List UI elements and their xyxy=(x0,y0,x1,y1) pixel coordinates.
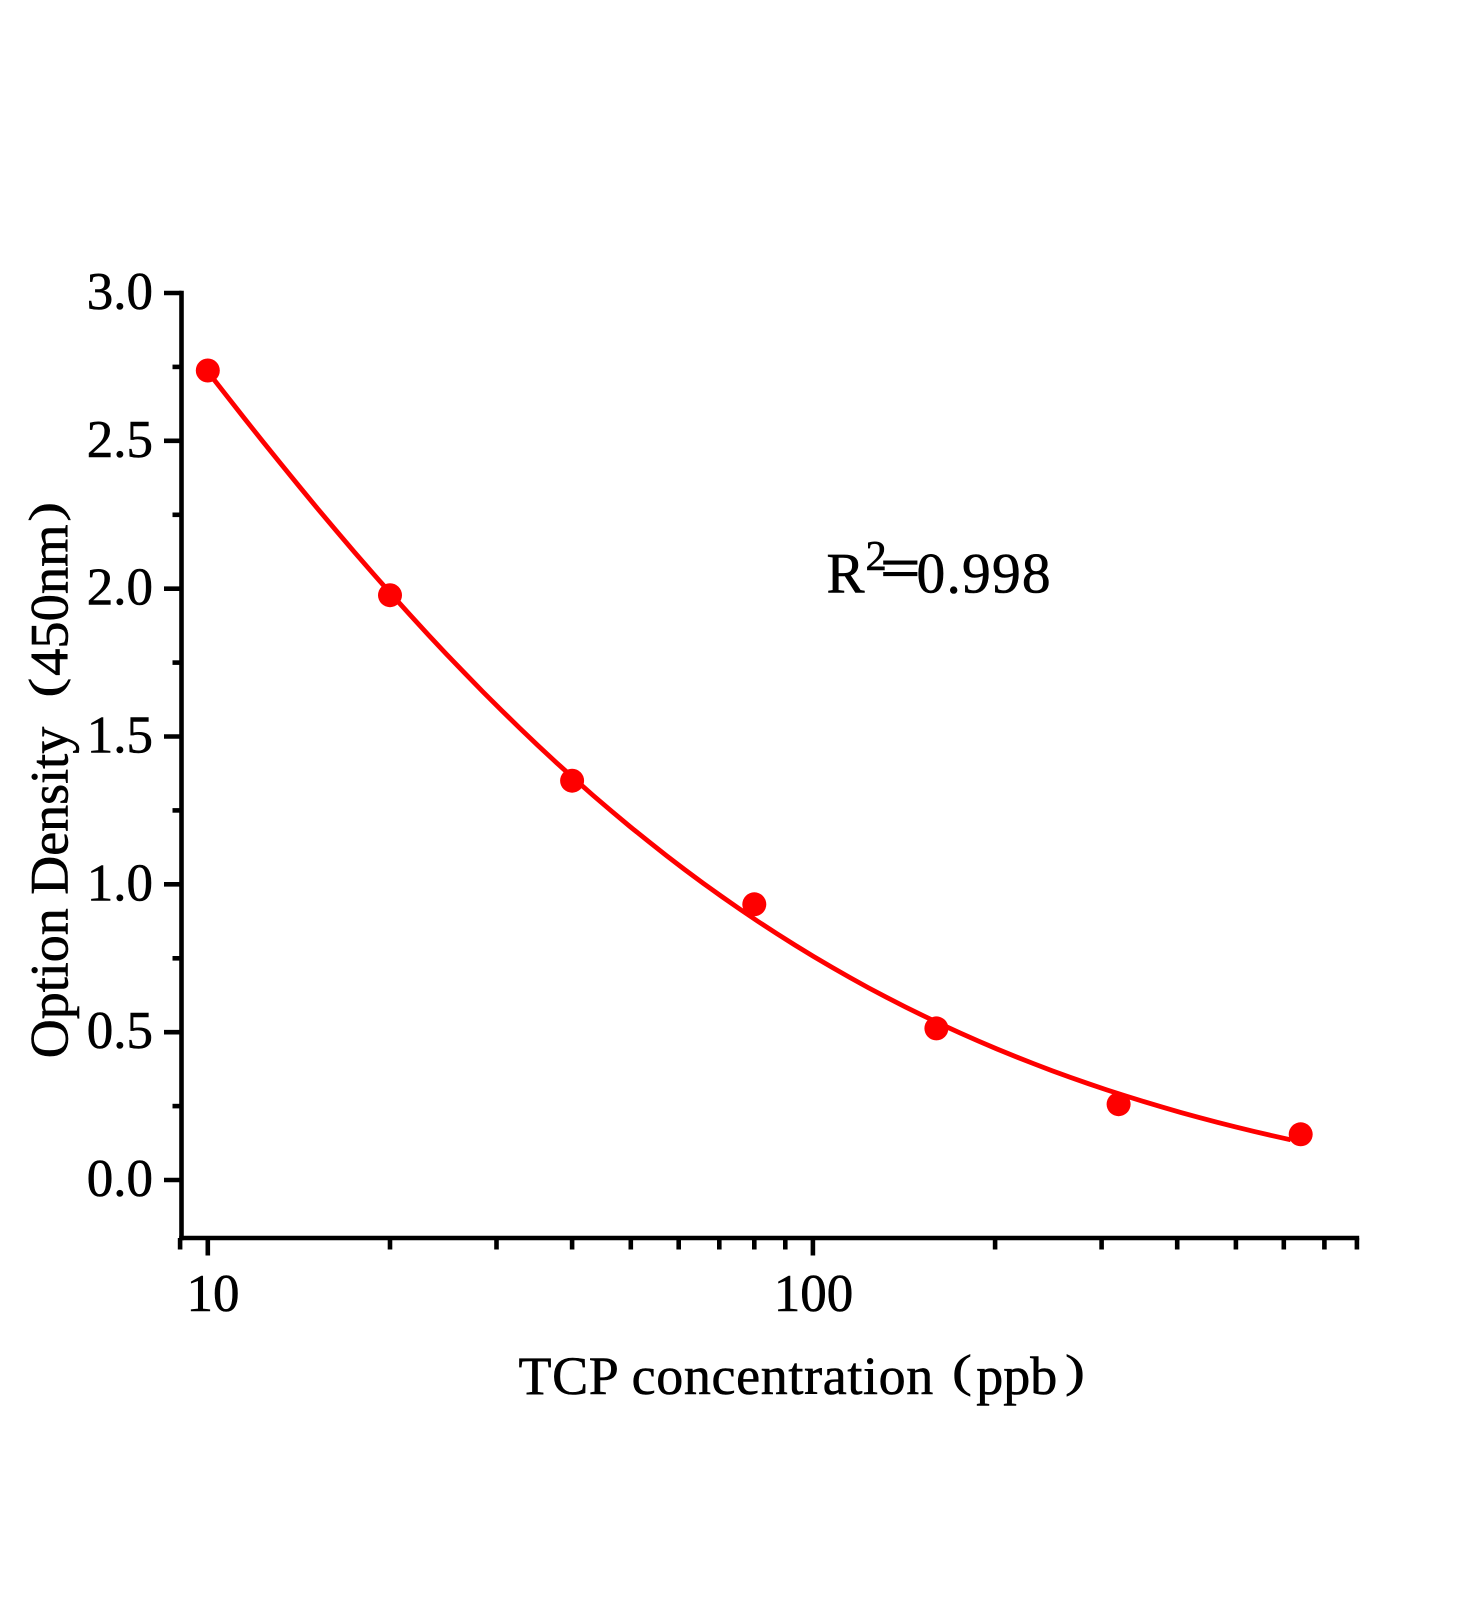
svg-text:0.998: 0.998 xyxy=(917,542,1052,605)
svg-text:1.5: 1.5 xyxy=(87,707,153,765)
svg-text:1.0: 1.0 xyxy=(87,854,153,912)
svg-text:0.5: 0.5 xyxy=(87,1002,153,1060)
svg-text:2.5: 2.5 xyxy=(87,411,153,469)
svg-text:TCP concentration: TCP concentration xyxy=(519,1346,934,1406)
svg-text:450nm: 450nm xyxy=(19,524,80,675)
svg-text:2.0: 2.0 xyxy=(87,559,153,617)
svg-text:100: 100 xyxy=(774,1265,854,1323)
svg-text:R: R xyxy=(827,542,865,605)
svg-text:Option Density: Option Density xyxy=(20,727,80,1059)
svg-text:10: 10 xyxy=(187,1265,240,1323)
svg-text:3.0: 3.0 xyxy=(87,263,153,321)
svg-text:=: = xyxy=(881,536,921,600)
svg-text:ppb: ppb xyxy=(976,1346,1057,1406)
svg-text:0.0: 0.0 xyxy=(87,1150,153,1208)
